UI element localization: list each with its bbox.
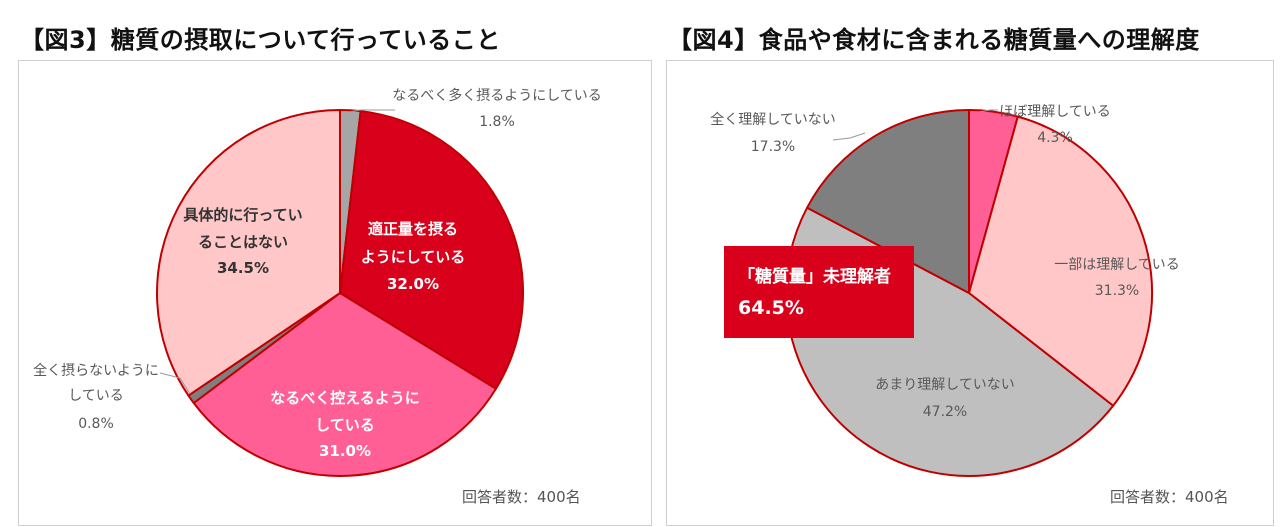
callout-value: 64.5% [738, 297, 804, 319]
leader-line [832, 132, 866, 141]
slice-value-reduce: 31.0% [319, 442, 371, 460]
slice-label-proper-1: 適正量を摂る [368, 220, 458, 238]
leader-line [348, 109, 395, 113]
unaware-callout: 「糖質量」未理解者 64.5% [724, 246, 914, 338]
slice-value-mostly: 4.3% [1037, 130, 1073, 146]
figure4-title: 【図4】食品や食材に含まれる糖質量への理解度 [668, 26, 1200, 54]
slice-label-nothing-2: ることはない [198, 233, 288, 251]
slice-label-notatall: 全く理解していない [710, 111, 836, 128]
slice-label-proper-2: ようにしている [361, 248, 466, 266]
slice-value-nothing: 34.5% [217, 259, 269, 277]
figure3-labels: なるべく多く摂るようにしている 1.8% 適正量を摂る ようにしている 32.0… [33, 87, 602, 460]
slice-value-proper: 32.0% [387, 275, 439, 293]
figure4-respondents: 回答者数：400名 [1110, 488, 1229, 506]
leader-line [978, 109, 998, 113]
slice-label-none-1: 全く摂らないように [33, 362, 159, 379]
figure4-slice-3 [806, 109, 970, 294]
slice-label-mostly: ほぼ理解している [999, 104, 1111, 120]
slice-value-more: 1.8% [479, 114, 515, 130]
slice-label-more: なるべく多く摂るようにしている [392, 87, 602, 104]
slice-label-partly: 一部は理解している [1054, 257, 1180, 273]
slice-value-notatall: 17.3% [751, 139, 795, 155]
figure3-slice-1 [339, 110, 525, 390]
figure3-slice-4 [156, 109, 341, 397]
slice-value-little: 47.2% [923, 404, 967, 420]
leader-line [159, 372, 191, 395]
figure3-respondents: 回答者数：400名 [462, 488, 581, 506]
slice-value-partly: 31.3% [1095, 283, 1139, 299]
figure4-slice-1 [968, 115, 1153, 407]
slice-label-little: あまり理解していない [875, 377, 1015, 393]
figure3-pie [156, 109, 525, 477]
figure4-labels: 全く理解していない 17.3% ほぼ理解している 4.3% 一部は理解している … [710, 104, 1180, 420]
figure3-title: 【図3】糖質の摂取について行っていること [20, 26, 501, 54]
slice-label-nothing-1: 具体的に行ってい [183, 206, 302, 224]
slice-label-reduce-2: している [315, 416, 375, 434]
callout-label: 「糖質量」未理解者 [738, 267, 891, 287]
slice-label-reduce-1: なるべく控えるように [270, 389, 420, 407]
slice-label-none-2: している [68, 388, 124, 404]
figure3-slice-2 [192, 292, 497, 477]
slice-value-none: 0.8% [78, 416, 114, 432]
